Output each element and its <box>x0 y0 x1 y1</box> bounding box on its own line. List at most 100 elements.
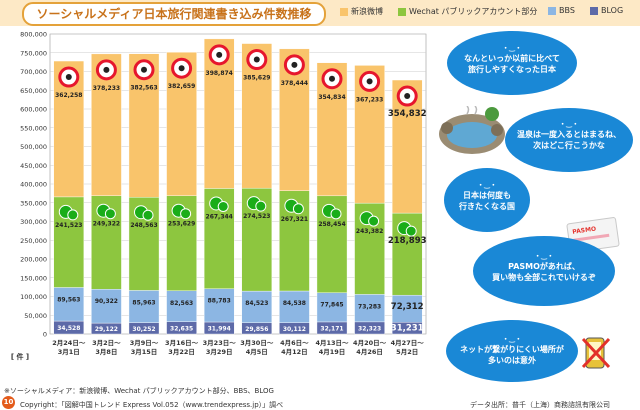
data-label: 274,523 <box>243 213 270 220</box>
bar-segment <box>91 289 122 324</box>
smile-face-icon: ・‿・ <box>502 335 522 343</box>
x-tick-label: 3月8日 <box>95 348 117 356</box>
x-axis: 2月24日～3月1日 3月2日～3月8日 3月9日～3月15日 3月16日～3月22日… <box>52 339 424 356</box>
legend-swatch <box>590 6 598 15</box>
data-label: 84,523 <box>245 300 268 307</box>
y-tick-label: 250,000 <box>20 237 47 245</box>
data-label: 378,233 <box>93 85 120 92</box>
data-label: 243,382 <box>356 228 383 235</box>
weibo-icon <box>171 57 193 79</box>
data-label: 398,874 <box>206 70 233 77</box>
x-tick-label: 3月23日～ <box>203 339 237 347</box>
y-tick-label: 150,000 <box>20 274 47 282</box>
comment-text: PASMOがあれば、 買い物も全部これでいけるぞ <box>492 262 596 282</box>
bar-segment <box>391 294 423 323</box>
wechat-bubble <box>67 209 79 221</box>
comment-bubble-5: ・‿・ ネットが繋がりにくい場所が 多いのは意外 <box>446 320 578 382</box>
bar-segment <box>53 287 85 322</box>
x-tick-label: 3月1日 <box>58 348 80 356</box>
weibo-icon <box>95 59 117 81</box>
footer-source: データ出所：普千（上海）商務諮訊有限公司 <box>470 401 610 409</box>
y-tick-label: 750,000 <box>20 49 47 57</box>
stacked-bar-chart: 0 50,000 100,000 150,000 200,000 250,000 300,0… <box>11 31 427 362</box>
smile-face-icon: ・‿・ <box>534 252 554 260</box>
weibo-eye <box>253 56 260 63</box>
comment-bubble-1: ・‿・ なんといっか以前に比べて 旅行しやすくなった日本 <box>447 31 577 95</box>
wechat-icon <box>359 211 380 227</box>
bar-segment <box>316 292 348 323</box>
comment-bubble-3: ・‿・ 日本は何度も 行きたくなる国 <box>444 168 530 232</box>
y-tick-label: 450,000 <box>20 162 47 170</box>
data-label: 32,635 <box>170 325 193 332</box>
weibo-icon <box>321 68 343 90</box>
legend-swatch <box>340 7 348 16</box>
card-label: PASMO <box>571 225 597 236</box>
weibo-eye <box>178 65 185 72</box>
weibo-eye <box>366 78 373 85</box>
weibo-icon <box>396 85 418 107</box>
smile-face-icon: ・‿・ <box>559 120 579 128</box>
weibo-eye <box>291 61 298 68</box>
data-label: 77,845 <box>320 302 343 309</box>
data-label: 267,344 <box>206 213 233 220</box>
x-tick-label: 2月24日～ <box>52 339 86 347</box>
wechat-bubble <box>292 203 304 215</box>
data-label: 30,112 <box>283 326 306 333</box>
data-label: 29,856 <box>245 326 268 333</box>
x-tick-label: 4月6日～ <box>280 339 309 347</box>
data-label: 32,171 <box>320 325 343 332</box>
data-label: 218,893 <box>388 236 427 246</box>
x-tick-label: 4月27日～ <box>391 339 425 347</box>
wechat-bubble <box>104 208 116 220</box>
data-label: 88,783 <box>208 298 231 305</box>
weibo-icon <box>58 66 80 88</box>
data-label: 248,563 <box>130 222 157 229</box>
page-number: 10 <box>2 396 15 409</box>
data-label: 267,321 <box>281 216 308 223</box>
x-tick-label: 3月2日～ <box>92 339 121 347</box>
weibo-eye <box>404 93 411 100</box>
y-tick-label: 800,000 <box>20 31 47 39</box>
data-label: 29,122 <box>95 326 118 333</box>
x-tick-label: 4月26日 <box>356 348 383 356</box>
legend-item-wechat: Wechat パブリックアカウント部分 <box>398 6 537 17</box>
y-tick-label: 200,000 <box>20 256 47 264</box>
wechat-icon <box>171 203 192 220</box>
wechat-icon <box>284 198 304 215</box>
wechat-icon <box>209 196 229 212</box>
y-tick-label: 500,000 <box>20 143 47 151</box>
weibo-eye <box>65 74 72 81</box>
legend-label: BBS <box>559 6 575 15</box>
bars: 34,528 89,563 241,523 362,258 29,122 90,322 24… <box>53 38 427 335</box>
y-tick-label: 700,000 <box>20 68 47 76</box>
weibo-icon <box>246 49 268 71</box>
x-tick-label: 4月5日 <box>246 348 268 356</box>
legend-item-bbs: BBS <box>548 6 575 15</box>
data-label: 30,252 <box>132 326 155 333</box>
footer-copyright: Copyright：「図解中国トレンド Express Vol.052（www.… <box>20 401 284 409</box>
data-label: 249,322 <box>93 221 120 228</box>
y-tick-label: 100,000 <box>20 293 47 301</box>
legend-item-blog: BLOG <box>590 6 623 15</box>
data-label: 31,994 <box>208 326 231 333</box>
y-tick-label: 50,000 <box>24 312 47 320</box>
data-label: 253,629 <box>168 221 195 228</box>
x-tick-label: 4月20日～ <box>353 339 387 347</box>
wechat-icon <box>96 203 116 220</box>
wechat-bubble <box>255 200 267 212</box>
y-tick-label: 300,000 <box>20 218 47 226</box>
bar-segment <box>203 288 235 323</box>
bar-segment <box>128 290 160 323</box>
wechat-bubble <box>180 208 192 220</box>
weibo-icon <box>133 59 155 81</box>
data-label: 34,528 <box>57 325 80 332</box>
comment-bubble-2: ・‿・ 温泉は一度入るとはまるね、 次はどこ行こうかな <box>505 108 633 172</box>
data-label: 241,523 <box>55 222 82 229</box>
data-label: 32,323 <box>358 325 381 332</box>
wechat-icon <box>322 203 342 220</box>
x-tick-label: 3月29日 <box>206 348 233 356</box>
onsen-illustration-icon <box>439 106 505 154</box>
bar-segment <box>316 195 348 293</box>
legend-label: Wechat パブリックアカウント部分 <box>409 7 538 16</box>
legend-item-weibo: 新浪微博 <box>340 6 383 17</box>
